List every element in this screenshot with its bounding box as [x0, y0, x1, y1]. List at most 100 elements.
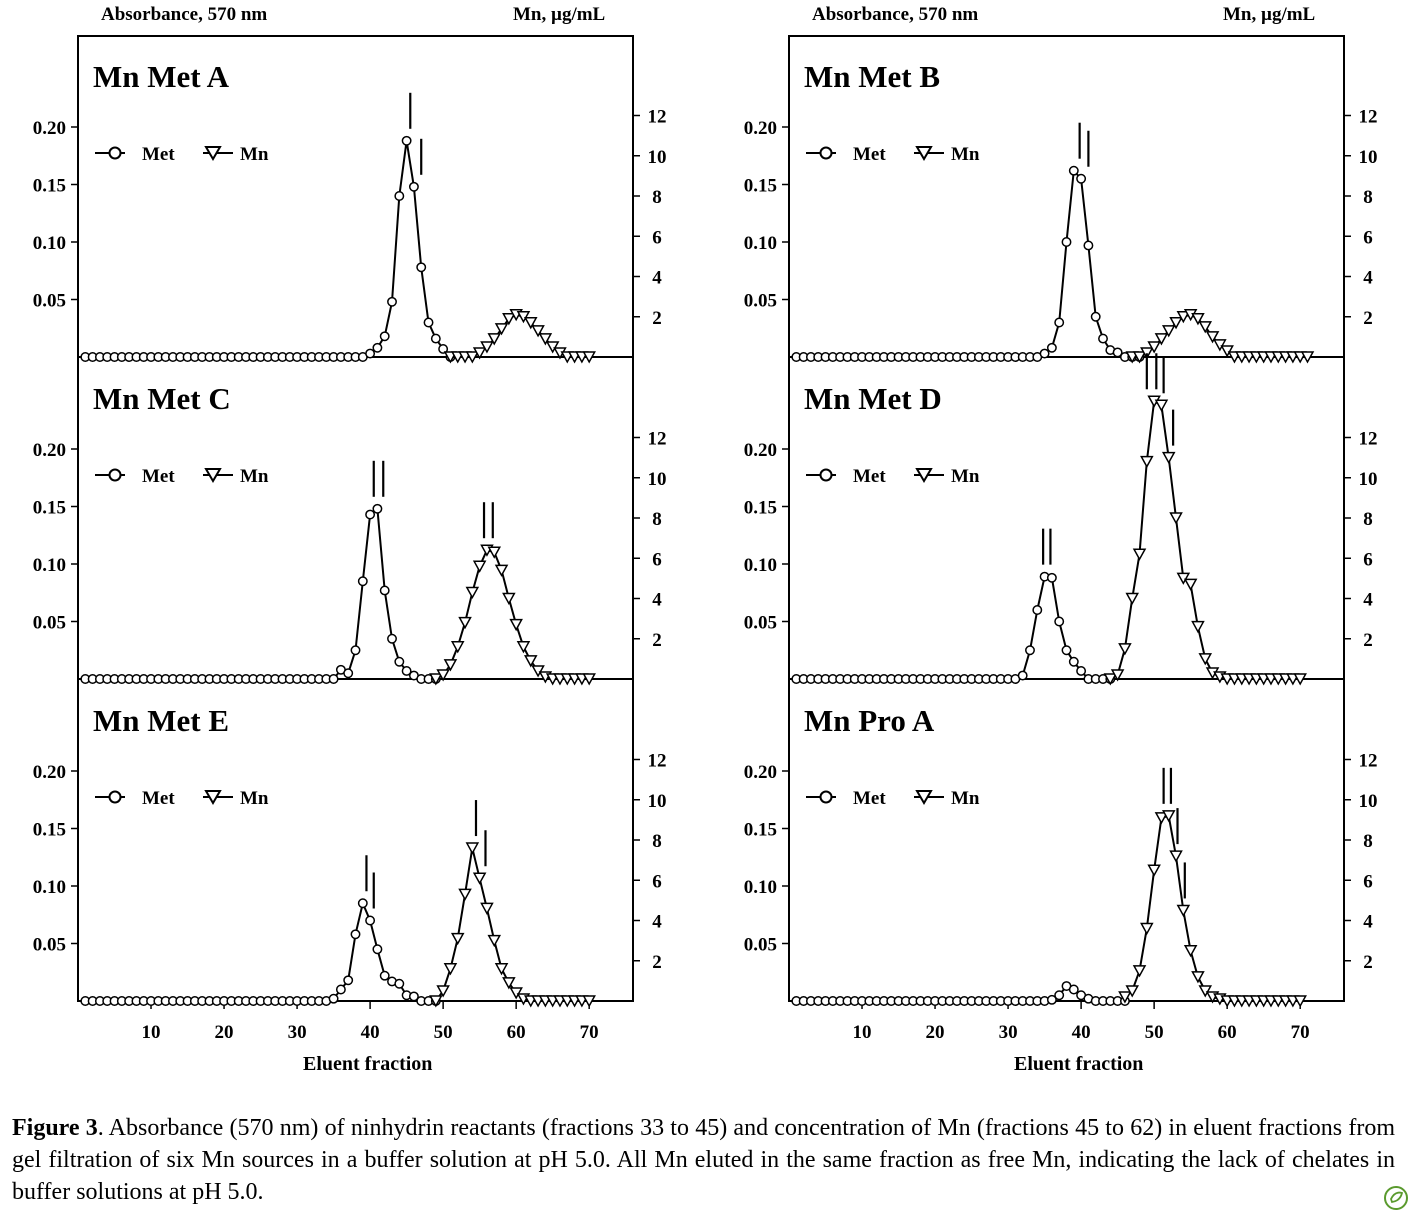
right-tick-label: 10: [1359, 147, 1378, 168]
legend-mn-label: Mn: [240, 144, 269, 165]
right-tick-label: 10: [1359, 469, 1378, 490]
data-point-mn: [1293, 995, 1307, 1008]
data-point-met: [408, 181, 419, 192]
x-tick-label: 50: [434, 1022, 453, 1043]
data-point-mn: [487, 546, 502, 559]
data-point-met: [379, 585, 390, 596]
right-tick-label: 6: [652, 549, 662, 570]
data-point-met: [1054, 317, 1065, 328]
data-point-met: [1061, 237, 1072, 247]
data-point-met: [401, 135, 412, 146]
data-point-met: [1112, 347, 1123, 358]
left-tick-label: 0.10: [33, 233, 66, 254]
data-point-mn: [509, 618, 523, 632]
data-point-mn: [1154, 399, 1169, 412]
right-axis-header-2: Mn, µg/mL: [1223, 4, 1316, 25]
data-point-mn: [1198, 653, 1213, 666]
data-point-met: [438, 344, 449, 354]
legend-mn-label: Mn: [951, 788, 980, 809]
figure-caption: Figure 3. Absorbance (570 nm) of ninhydr…: [12, 1112, 1395, 1208]
left-tick-label: 0.05: [33, 613, 66, 634]
data-point-mn: [1198, 985, 1213, 998]
panel-title: Mn Met A: [93, 59, 230, 94]
x-tick-label: 70: [580, 1022, 599, 1043]
series-line-met: [796, 575, 1111, 680]
legend-met-label: Met: [853, 466, 886, 487]
data-point-mn: [582, 995, 596, 1008]
data-point-mn: [1176, 311, 1191, 324]
right-tick-label: 2: [1363, 308, 1373, 329]
logo-icon: [1384, 1186, 1408, 1210]
data-point-met: [372, 503, 383, 514]
data-point-mn: [1103, 673, 1118, 686]
data-point-mn: [429, 995, 443, 1008]
data-point-met: [350, 929, 361, 940]
legend: [806, 146, 944, 161]
left-tick-label: 0.10: [744, 555, 777, 576]
data-point-mn: [1154, 333, 1169, 346]
legend-mn-marker: [915, 146, 933, 161]
right-tick-label: 8: [1363, 831, 1373, 852]
data-point-mn: [1205, 331, 1220, 344]
data-point-mn: [1169, 317, 1183, 330]
left-tick-label: 0.20: [33, 440, 66, 461]
right-tick-label: 6: [1363, 871, 1373, 892]
series-line-mn: [435, 549, 590, 680]
data-point-met: [423, 317, 434, 328]
data-point-mn: [1118, 991, 1132, 1004]
legend-mn-label: Mn: [951, 144, 980, 165]
data-point-mn: [443, 963, 458, 976]
legend-met-marker: [108, 790, 122, 804]
data-point-met: [394, 978, 405, 989]
x-tick-label: 30: [288, 1022, 307, 1043]
left-tick-label: 0.10: [744, 877, 777, 898]
data-point-mn: [1125, 985, 1139, 998]
series-line-mn: [1109, 399, 1301, 680]
data-point-mn: [582, 351, 596, 364]
series-line-met: [85, 900, 436, 1002]
right-tick-label: 4: [652, 912, 662, 933]
legend-mn-marker: [204, 468, 222, 483]
data-point-mn: [1191, 971, 1205, 984]
data-point-mn: [1132, 965, 1147, 978]
data-point-met: [394, 656, 405, 667]
figure-label: Figure 3: [12, 1115, 98, 1141]
data-point-mn: [1183, 944, 1198, 958]
data-point-mn: [487, 934, 502, 948]
x-tick-label: 20: [215, 1022, 234, 1043]
legend-met-label: Met: [142, 788, 175, 809]
series-line-met: [796, 168, 1140, 358]
data-point-met: [1046, 994, 1057, 1005]
panel-title: Mn Met C: [93, 381, 231, 416]
data-point-mn: [1293, 673, 1307, 686]
data-point-mn: [480, 341, 494, 354]
data-point-mn: [472, 872, 487, 885]
right-tick-label: 8: [652, 509, 662, 530]
data-point-mn: [494, 323, 509, 336]
data-point-mn: [1147, 864, 1161, 877]
left-tick-label: 0.05: [744, 935, 777, 956]
data-point-met: [365, 915, 376, 926]
left-tick-label: 0.15: [33, 498, 66, 519]
data-point-mn: [1183, 578, 1198, 591]
right-tick-label: 10: [648, 469, 667, 490]
data-point-met: [408, 991, 419, 1002]
data-point-mn: [1118, 643, 1132, 656]
x-tick-label: 50: [1145, 1022, 1164, 1043]
right-tick-label: 6: [652, 871, 662, 892]
data-point-met: [379, 970, 390, 981]
data-point-met: [1076, 173, 1087, 184]
data-point-mn: [1220, 345, 1234, 358]
data-point-mn: [1161, 325, 1176, 338]
data-point-met: [1046, 572, 1057, 583]
left-tick-label: 0.20: [744, 440, 777, 461]
data-point-met: [1068, 165, 1079, 176]
legend-met-marker: [819, 146, 833, 160]
left-tick-label: 0.15: [33, 176, 66, 197]
right-tick-label: 4: [1363, 268, 1373, 289]
data-point-met: [1076, 666, 1087, 676]
data-point-met: [1098, 333, 1108, 344]
panel-title: Mn Pro A: [804, 703, 935, 738]
data-point-met: [1046, 342, 1057, 353]
chart-panels: 10 20 30 40 50 60 70 10 20 30 40 50 60 70 0.05 0.10 0.15…: [33, 35, 1378, 1043]
